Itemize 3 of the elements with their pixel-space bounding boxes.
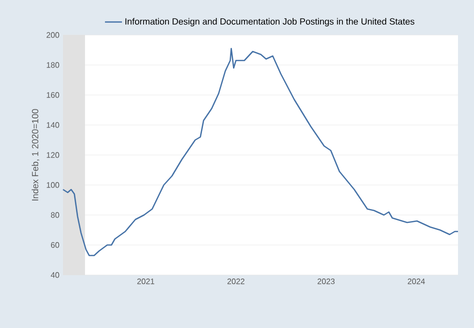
legend-label: Information Design and Documentation Job Postings in the United States	[125, 18, 414, 26]
y-axis-title: Index Feb, 1 2020=100	[32, 109, 40, 200]
line-series	[62, 48, 459, 256]
